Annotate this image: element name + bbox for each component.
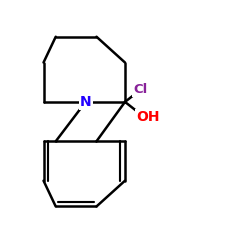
Text: Cl: Cl <box>133 83 148 96</box>
Text: OH: OH <box>136 110 159 124</box>
Text: N: N <box>80 95 92 109</box>
